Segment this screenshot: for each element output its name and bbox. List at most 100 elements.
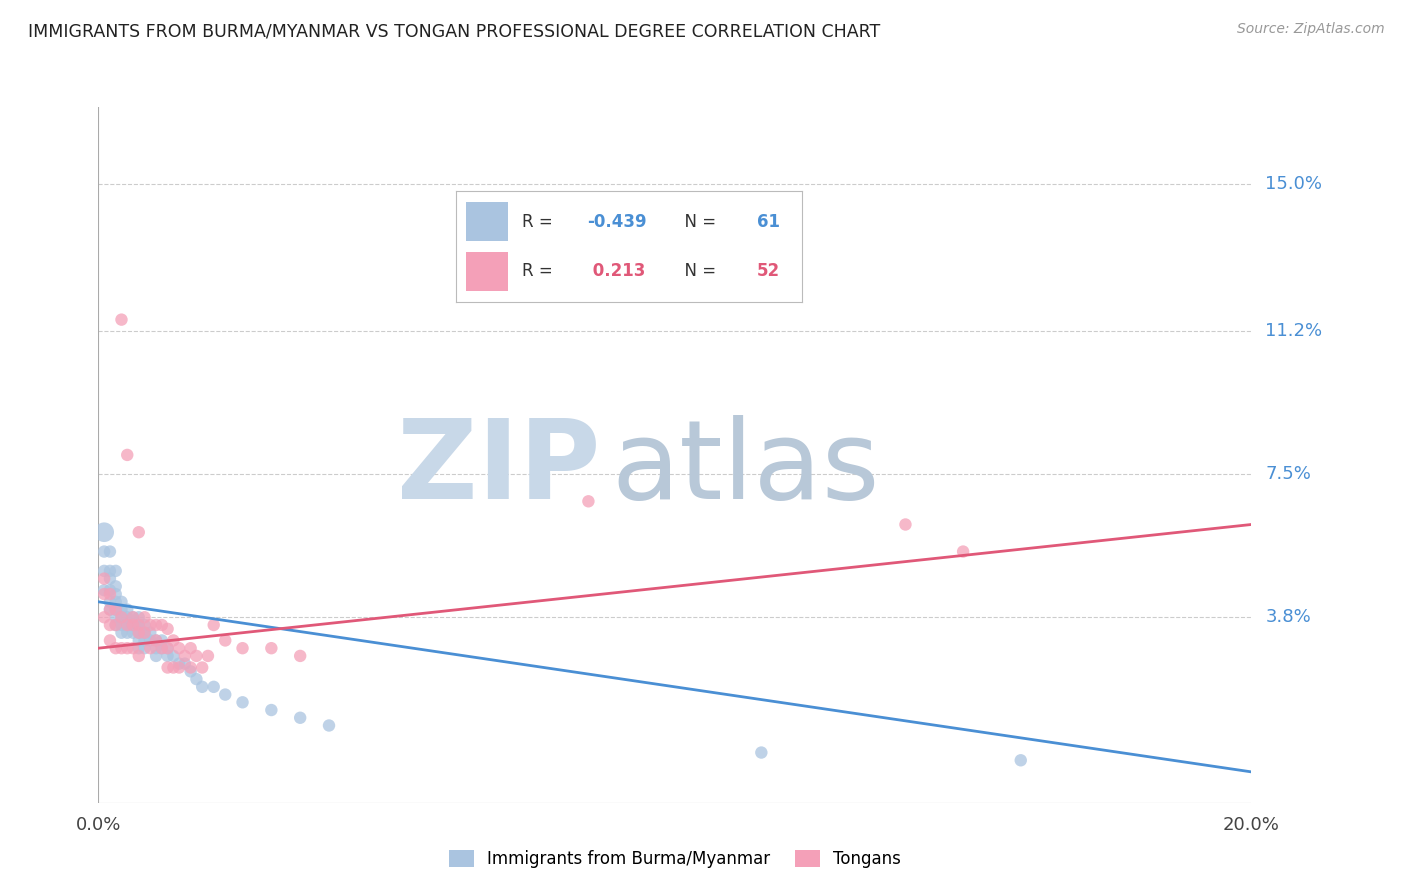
Point (98, 544, 121, 558)
Point (117, 618, 138, 632)
Point (122, 618, 145, 632)
Point (93, 610, 115, 624)
Point (128, 633, 150, 648)
Point (110, 641, 132, 656)
Point (104, 579, 127, 593)
Point (93, 572, 115, 586)
Point (162, 633, 184, 648)
Point (110, 610, 132, 624)
Text: R =: R = (522, 261, 558, 280)
Point (122, 610, 145, 624)
Point (139, 625, 162, 640)
Legend: Immigrants from Burma/Myanmar, Tongans: Immigrants from Burma/Myanmar, Tongans (441, 843, 908, 874)
Point (150, 633, 173, 648)
Point (134, 625, 156, 640)
Point (93, 587, 115, 601)
Point (174, 657, 197, 671)
Point (231, 641, 254, 656)
Point (162, 660, 184, 674)
Point (128, 610, 150, 624)
Point (128, 525, 150, 540)
Point (150, 641, 173, 656)
Point (98, 633, 121, 648)
Point (1010, 753, 1032, 767)
Point (117, 625, 138, 640)
Point (117, 602, 138, 616)
Point (174, 648, 197, 663)
Point (98, 618, 121, 632)
Point (156, 641, 179, 656)
Point (122, 625, 145, 640)
Point (110, 602, 132, 616)
Point (128, 625, 150, 640)
Point (156, 641, 179, 656)
Text: N =: N = (673, 261, 721, 280)
Point (156, 660, 179, 674)
Point (167, 657, 190, 671)
Point (231, 695, 254, 709)
Point (93, 564, 115, 578)
Point (751, 746, 773, 760)
Text: N =: N = (673, 212, 721, 231)
Text: 11.2%: 11.2% (1265, 322, 1323, 340)
Point (952, 544, 974, 558)
Point (202, 680, 225, 694)
Point (156, 622, 179, 636)
Text: 0.213: 0.213 (588, 261, 645, 280)
Point (122, 610, 145, 624)
Point (122, 618, 145, 632)
Text: Source: ZipAtlas.com: Source: ZipAtlas.com (1237, 22, 1385, 37)
Point (150, 618, 173, 632)
Point (202, 618, 225, 632)
Point (134, 625, 156, 640)
Point (110, 595, 132, 609)
Point (197, 648, 219, 663)
Point (104, 595, 127, 609)
Point (117, 641, 138, 656)
Point (98, 572, 121, 586)
Point (104, 610, 127, 624)
Point (117, 610, 138, 624)
Point (214, 633, 236, 648)
Point (104, 602, 127, 616)
Point (318, 718, 340, 732)
Point (290, 648, 312, 663)
Point (93, 544, 115, 558)
Point (110, 625, 132, 640)
Text: 7.5%: 7.5% (1265, 466, 1312, 483)
Point (110, 610, 132, 624)
Point (139, 618, 162, 632)
Point (156, 648, 179, 663)
Bar (467, 202, 508, 241)
Point (128, 625, 150, 640)
Point (104, 602, 127, 616)
Point (110, 312, 132, 326)
Point (894, 517, 917, 532)
Point (139, 633, 162, 648)
Point (139, 641, 162, 656)
Point (134, 610, 156, 624)
Point (145, 618, 167, 632)
Point (128, 641, 150, 656)
Point (104, 618, 127, 632)
Point (180, 660, 202, 674)
Point (104, 618, 127, 632)
Point (134, 618, 156, 632)
Text: 61: 61 (756, 212, 780, 231)
Point (191, 680, 214, 694)
Point (260, 703, 283, 717)
Point (145, 648, 167, 663)
Point (93, 525, 115, 540)
Text: IMMIGRANTS FROM BURMA/MYANMAR VS TONGAN PROFESSIONAL DEGREE CORRELATION CHART: IMMIGRANTS FROM BURMA/MYANMAR VS TONGAN … (28, 22, 880, 40)
Point (128, 618, 150, 632)
Point (98, 595, 121, 609)
Point (128, 648, 150, 663)
Point (134, 641, 156, 656)
Point (191, 660, 214, 674)
Point (260, 641, 283, 656)
Point (167, 641, 190, 656)
Text: ZIP: ZIP (396, 416, 600, 523)
Point (98, 602, 121, 616)
Point (93, 583, 115, 598)
Text: 3.8%: 3.8% (1265, 608, 1310, 626)
